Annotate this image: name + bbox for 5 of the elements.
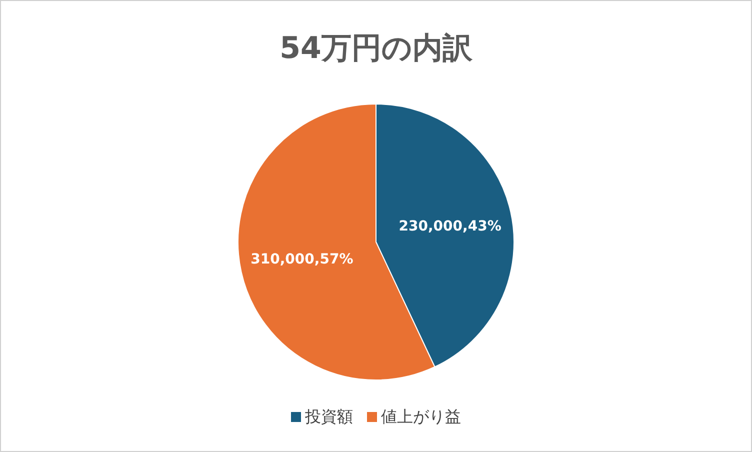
legend-label: 投資額 <box>304 407 353 426</box>
data-label: 310,000,57% <box>250 252 354 268</box>
data-label: 230,000,43% <box>398 218 502 234</box>
chart-title: 54万円の内訳 <box>280 31 474 66</box>
legend-label: 値上がり益 <box>381 407 461 426</box>
